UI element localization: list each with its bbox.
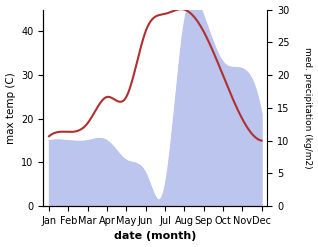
Y-axis label: med. precipitation (kg/m2): med. precipitation (kg/m2) <box>303 47 313 169</box>
Y-axis label: max temp (C): max temp (C) <box>5 72 16 144</box>
X-axis label: date (month): date (month) <box>114 231 197 242</box>
